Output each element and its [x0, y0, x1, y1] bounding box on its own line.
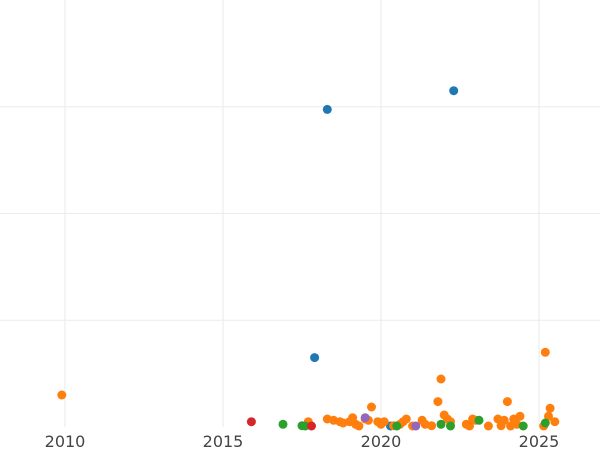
data-point — [300, 421, 310, 431]
data-point — [367, 402, 376, 412]
data-point — [540, 418, 550, 428]
x-tick-label: 2020 — [361, 432, 402, 450]
data-point — [499, 415, 509, 425]
x-tick-label: 2015 — [203, 432, 244, 450]
x-tick-label: 2010 — [45, 432, 86, 450]
data-point — [411, 421, 421, 431]
grid — [0, 0, 600, 427]
data-point — [518, 421, 528, 431]
data-point — [465, 421, 474, 431]
data-point — [322, 104, 332, 114]
data-point — [483, 421, 493, 431]
data-point — [354, 421, 364, 431]
data-point — [360, 413, 370, 423]
data-point — [540, 347, 550, 357]
data-points — [57, 86, 560, 431]
data-point — [401, 414, 411, 424]
x-axis: 2010 2015 2020 2025 — [45, 432, 560, 451]
data-point — [246, 417, 256, 427]
data-point — [310, 353, 320, 363]
data-point — [427, 421, 437, 431]
data-point — [545, 403, 555, 413]
data-point — [474, 415, 484, 425]
data-point — [449, 86, 459, 96]
data-point — [502, 397, 512, 407]
data-point — [544, 411, 553, 421]
data-point — [433, 397, 443, 407]
data-point — [379, 417, 389, 427]
data-point — [446, 421, 455, 431]
x-tick-label: 2025 — [519, 432, 560, 450]
data-point — [392, 421, 402, 431]
data-point — [57, 390, 67, 400]
data-point — [515, 411, 525, 421]
data-point — [436, 419, 446, 429]
data-point — [550, 417, 560, 427]
data-point — [436, 374, 446, 384]
data-point — [307, 421, 316, 431]
data-point — [278, 419, 288, 429]
